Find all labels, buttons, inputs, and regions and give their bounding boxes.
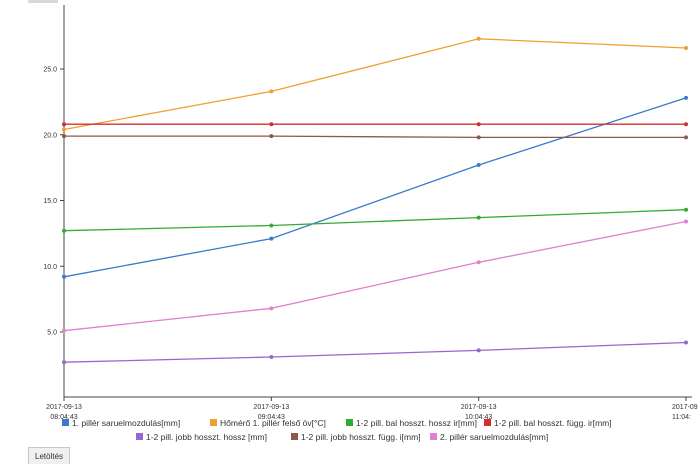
data-point: [62, 127, 66, 132]
data-point: [62, 122, 66, 127]
legend-label: Hőmérő 1. pillér felső öv[°C]: [220, 418, 326, 428]
data-point: [269, 354, 274, 359]
data-point: [62, 228, 66, 233]
x-tick-label-time: 10:04:43: [465, 414, 492, 421]
data-point: [684, 135, 688, 140]
data-point: [269, 134, 274, 139]
x-tick-label-date: 2017-09-13: [461, 404, 497, 411]
y-tick-label: 5.0: [47, 330, 57, 337]
x-axis: 2017-09-13 08:04:43 2017-09-13 09:04:43 2017…: [46, 396, 698, 421]
cropped-header-fragment: [28, 0, 58, 3]
x-tick-label-date: 2017-09: [672, 404, 698, 411]
x-tick-label-date: 2017-09-13: [253, 404, 289, 411]
data-point: [476, 260, 481, 265]
series-line-2: [63, 38, 687, 131]
series-line-3: [63, 209, 687, 232]
data-point: [62, 328, 66, 333]
legend-label: 1-2 pill. bal hosszt. hossz ir[mm]: [356, 418, 477, 428]
data-point: [476, 348, 481, 353]
data-point: [476, 162, 481, 167]
y-axis: 5.0 10.0 15.0 20.0 25.0: [43, 5, 65, 397]
x-tick-label-time: 08:04:43: [50, 414, 77, 421]
data-point: [684, 122, 688, 127]
data-point: [476, 122, 481, 127]
legend-label: 1-2 pill. bal hosszt. függ. ir[mm]: [494, 418, 612, 428]
legend-label: 1-2 pill. jobb hosszt. hossz [mm]: [146, 432, 267, 442]
data-point: [684, 45, 688, 50]
legend-label: 1. pillér saruelmozdulás[mm]: [72, 418, 180, 428]
y-tick-label: 20.0: [43, 132, 57, 139]
legend: 1. pillér saruelmozdulás[mm] Hőmérő 1. pi…: [62, 418, 612, 442]
legend-swatch: [291, 433, 298, 440]
legend-swatch: [210, 419, 217, 426]
data-point: [62, 274, 66, 279]
data-point: [684, 219, 688, 224]
x-tick-label-time: 09:04:43: [258, 414, 285, 421]
series-line-6: [64, 135, 686, 139]
data-point: [684, 207, 688, 212]
legend-swatch: [346, 419, 353, 426]
y-tick-label: 10.0: [43, 264, 57, 271]
y-tick-label: 25.0: [43, 67, 57, 74]
legend-swatch: [62, 419, 69, 426]
series-points: [62, 36, 688, 365]
data-point: [269, 89, 274, 94]
data-point: [476, 215, 481, 220]
y-tick-label: 15.0: [43, 198, 57, 205]
legend-swatch: [136, 433, 143, 440]
x-tick-label-time: 11:04:: [672, 414, 691, 421]
line-chart: 5.010.015.020.025.0 2017-09-1308:04:4320…: [43, 5, 698, 442]
data-point: [62, 134, 66, 139]
data-point: [476, 36, 481, 41]
data-point: [684, 95, 688, 100]
download-button[interactable]: Letöltés: [28, 447, 71, 464]
data-point: [684, 340, 688, 345]
legend-swatch: [430, 433, 437, 440]
data-point: [476, 135, 481, 140]
data-point: [269, 122, 274, 127]
data-point: [62, 360, 66, 365]
series-line-5: [63, 341, 687, 363]
data-point: [269, 306, 274, 311]
data-point: [269, 223, 274, 228]
legend-label: 2. pillér saruelmozdulás[mm]: [440, 432, 548, 442]
x-tick-label-date: 2017-09-13: [46, 404, 82, 411]
series-lines: [63, 38, 687, 363]
series-line-1: [63, 97, 687, 278]
data-point: [269, 236, 274, 241]
legend-swatch: [484, 419, 491, 426]
legend-label: 1-2 pill. jobb hosszt. függ. i[mm]: [301, 432, 421, 442]
series-line-7: [63, 220, 687, 332]
